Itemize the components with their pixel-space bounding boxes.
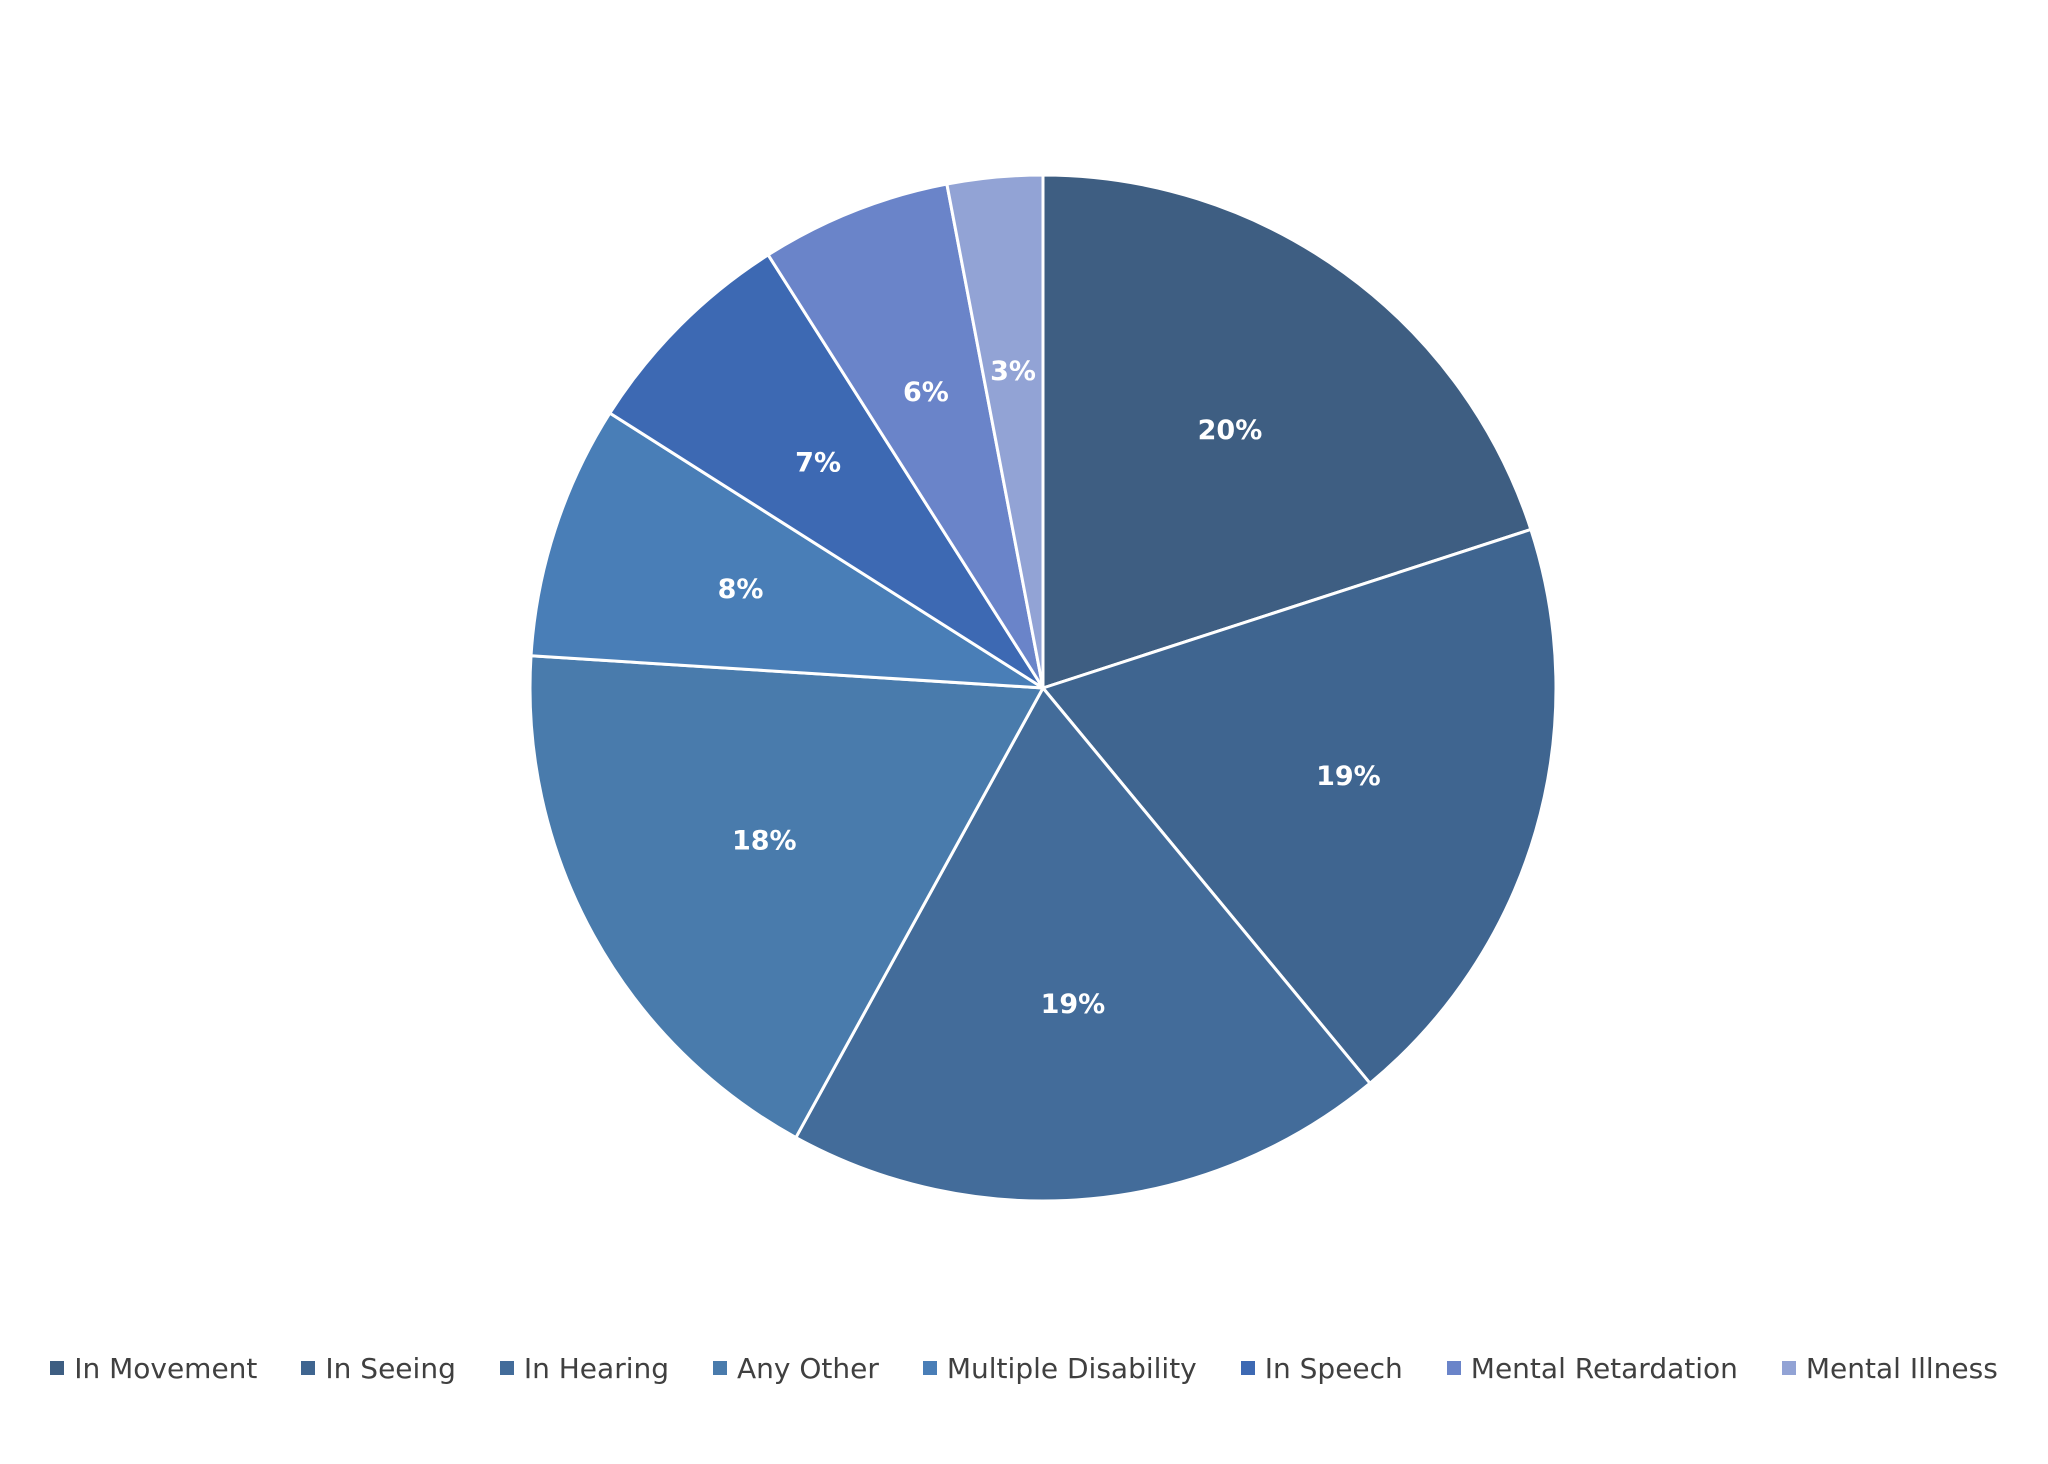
pie-data-labels: 20% 19% 19% 18% 8% 7% 6% 3%: [718, 356, 1381, 1020]
legend-item-multiple-disability: Multiple Disability: [922, 1351, 1197, 1385]
legend-swatch: [1240, 1361, 1255, 1375]
pie-slice-multiple-disability: [529, 411, 1045, 690]
data-label-in-movement: 20%: [1198, 415, 1263, 446]
legend-swatch: [922, 1361, 937, 1375]
legend-item-mental-retardation: Mental Retardation: [1446, 1351, 1738, 1385]
legend-item-mental-illness: Mental Illness: [1781, 1351, 1998, 1385]
data-label-mental-illness: 3%: [990, 356, 1036, 387]
legend-label: Mental Illness: [1805, 1351, 1998, 1385]
legend-swatch: [1446, 1361, 1461, 1375]
legend-label: Any Other: [737, 1351, 879, 1385]
data-label-in-speech: 7%: [795, 448, 841, 479]
legend-item-any-other: Any Other: [713, 1352, 879, 1385]
legend-label: In Seeing: [325, 1351, 456, 1385]
legend-swatch: [1781, 1361, 1796, 1375]
legend-swatch: [499, 1361, 514, 1375]
data-label-in-hearing: 19%: [1041, 989, 1106, 1020]
legend-label: In Movement: [74, 1351, 258, 1385]
pie-slice-mental-illness: [945, 173, 1045, 690]
pie-slice-in-movement: [1041, 173, 1533, 690]
pie-slice-any-other: [528, 654, 1045, 1140]
data-label-mental-retardation: 6%: [903, 377, 949, 408]
data-label-any-other: 18%: [732, 826, 797, 857]
data-label-multiple-disability: 8%: [718, 574, 764, 605]
legend-label: Multiple Disability: [946, 1351, 1197, 1385]
pie-slice-in-hearing: [794, 686, 1372, 1203]
legend-item-in-movement: In Movement: [50, 1352, 257, 1385]
legend-swatch: [713, 1361, 727, 1375]
pie-slices: [528, 173, 1558, 1203]
pie-slice-in-seeing: [1041, 527, 1558, 1085]
data-label-in-seeing: 19%: [1316, 761, 1381, 792]
chart-legend: In Movement In Seeing In Hearing Any Other M…: [0, 1340, 2048, 1396]
pie-slice-mental-retardation: [766, 182, 1045, 690]
legend-label: In Hearing: [523, 1351, 669, 1385]
legend-swatch: [301, 1361, 316, 1375]
legend-item-in-speech: In Speech: [1240, 1351, 1403, 1385]
legend-item-in-hearing: In Hearing: [499, 1351, 669, 1385]
pie-slice-in-speech: [608, 253, 1045, 690]
legend-swatch: [50, 1361, 65, 1375]
legend-label: Mental Retardation: [1470, 1351, 1738, 1385]
legend-label: In Speech: [1264, 1351, 1403, 1385]
legend-item-in-seeing: In Seeing: [301, 1351, 456, 1385]
